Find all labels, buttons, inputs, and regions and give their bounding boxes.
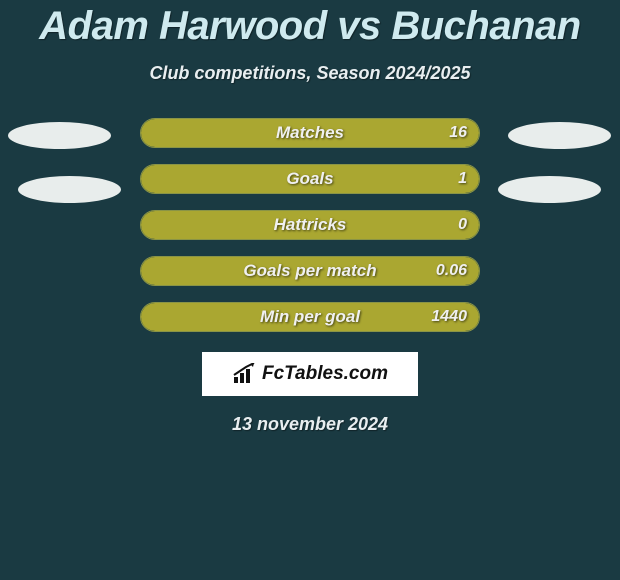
chart-icon (232, 363, 258, 385)
player-blob-top-left (8, 122, 111, 149)
stat-bar: Hattricks0 (140, 210, 480, 240)
player-blob-mid-left (18, 176, 121, 203)
stat-row: Min per goal1440 (0, 302, 620, 332)
page-title: Adam Harwood vs Buchanan (0, 0, 620, 49)
stat-bar: Goals per match0.06 (140, 256, 480, 286)
stat-label: Hattricks (141, 211, 479, 239)
site-logo[interactable]: FcTables.com (202, 352, 418, 396)
stat-bar: Goals1 (140, 164, 480, 194)
player-blob-mid-right (498, 176, 601, 203)
stat-row: Goals per match0.06 (0, 256, 620, 286)
stat-value: 16 (449, 119, 467, 147)
player-blob-top-right (508, 122, 611, 149)
page-subtitle: Club competitions, Season 2024/2025 (0, 63, 620, 84)
stat-label: Min per goal (141, 303, 479, 331)
stat-label: Matches (141, 119, 479, 147)
stat-value: 0.06 (436, 257, 467, 285)
stat-row: Hattricks0 (0, 210, 620, 240)
stat-value: 0 (458, 211, 467, 239)
stat-bar: Matches16 (140, 118, 480, 148)
update-date: 13 november 2024 (0, 414, 620, 435)
stat-bar: Min per goal1440 (140, 302, 480, 332)
stat-value: 1 (458, 165, 467, 193)
stat-label: Goals per match (141, 257, 479, 285)
stat-label: Goals (141, 165, 479, 193)
stat-value: 1440 (431, 303, 467, 331)
logo-text: FcTables.com (262, 363, 388, 385)
stats-container: Matches16 Goals1 Hattricks0 Goals per match… (0, 118, 620, 332)
